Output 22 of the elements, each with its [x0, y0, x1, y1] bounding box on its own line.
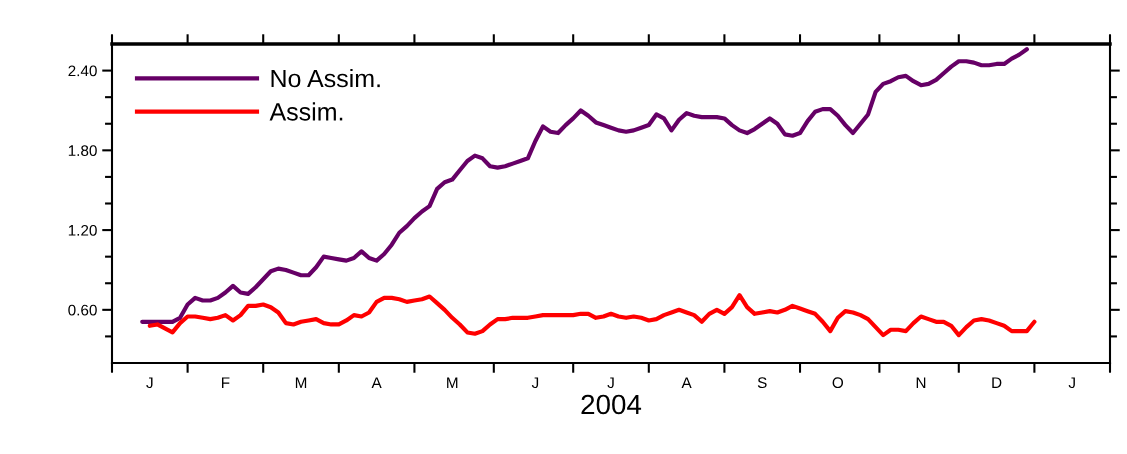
x-tick-label: N	[916, 377, 926, 388]
x-tick-label: J	[146, 377, 153, 389]
y-tick-label: 1.80	[68, 145, 97, 157]
y-tick-label: 1.20	[68, 224, 97, 236]
x-tick-label: D	[992, 377, 1002, 388]
x-tick-label: M	[295, 377, 307, 388]
x-tick-label: A	[681, 377, 692, 388]
x-tick-label: O	[832, 377, 844, 389]
legend-label: Assim.	[269, 102, 343, 121]
y-tick-label: 0.60	[68, 304, 97, 316]
x-tick-label: J	[607, 377, 614, 389]
x-tick-label: J	[1068, 377, 1075, 389]
legend-label: No Assim.	[271, 69, 380, 88]
line-series	[140, 47, 1029, 324]
x-axis-title: 2004	[581, 394, 642, 415]
x-tick-label: F	[222, 377, 230, 388]
x-tick-label: M	[447, 377, 458, 388]
x-tick-label: J	[531, 377, 539, 389]
x-tick-label: A	[371, 377, 382, 388]
y-tick-label: 2.40	[68, 65, 97, 77]
line-series	[147, 293, 1037, 338]
x-tick-label: S	[757, 377, 767, 389]
